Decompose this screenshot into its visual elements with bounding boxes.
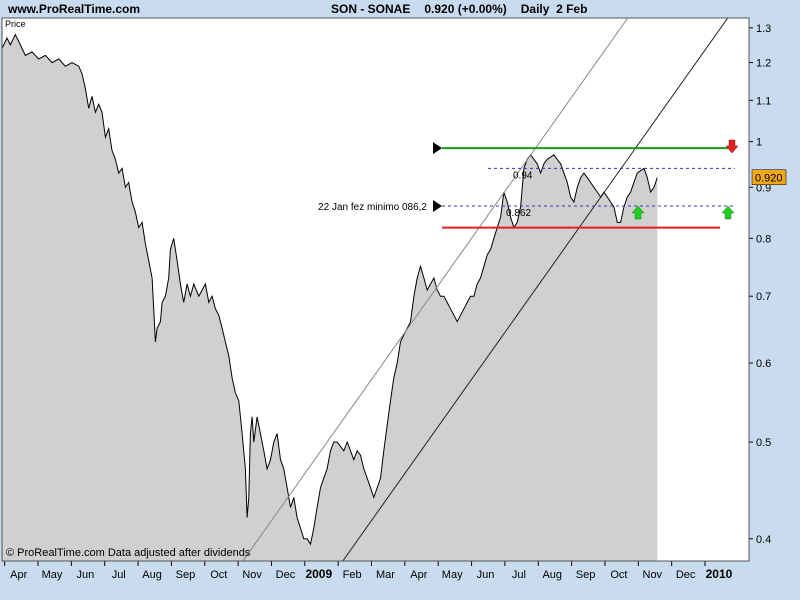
x-tick-label-12: Apr <box>410 569 427 581</box>
symbol-label: SON - SONAE <box>331 2 411 16</box>
x-tick-label-2: Jun <box>76 569 94 581</box>
x-tick-label-4: Aug <box>142 569 162 581</box>
y-tick-label-2: 1.1 <box>756 95 771 107</box>
upper-trend-line <box>242 18 629 561</box>
annotation-text-0: 22 Jan fez minimo 086,2 <box>318 202 427 213</box>
y-tick-label-7: 0.6 <box>756 358 771 370</box>
plot-border <box>1 17 750 562</box>
x-tick-label-14: Jun <box>477 569 495 581</box>
price-change-label: 0.920 (+0.00%) <box>424 2 507 16</box>
last-price-label: 0.920 <box>755 173 783 185</box>
line-marker-triangle-0 <box>433 142 442 155</box>
up-arrow-2 <box>721 205 735 220</box>
x-tick-label-13: May <box>442 569 463 581</box>
x-tick-label-1: May <box>42 569 63 581</box>
top-bar: www.ProRealTime.com SON - SONAE 0.920 (+0… <box>0 0 800 18</box>
y-tick-label-1: 1.2 <box>756 58 771 70</box>
x-tick-label-0: Apr <box>10 569 27 581</box>
x-tick-label-7: Nov <box>242 569 262 581</box>
x-tick-label-8: Dec <box>276 569 296 581</box>
price-panel-label: Price <box>5 19 26 29</box>
y-tick-label-4: 0.9 <box>756 182 771 194</box>
x-tick-label-15: Jul <box>512 569 526 581</box>
x-tick-label-10: Feb <box>343 569 362 581</box>
y-tick-label-6: 0.7 <box>756 291 771 303</box>
x-tick-label-21: 2010 <box>706 567 733 581</box>
x-tick-label-20: Dec <box>676 569 696 581</box>
chart-header: SON - SONAE 0.920 (+0.00%) Daily 2 Feb <box>331 2 601 16</box>
price-line <box>1 33 658 546</box>
y-tick-label-5: 0.8 <box>756 233 771 245</box>
x-tick-label-6: Oct <box>210 569 227 581</box>
x-tick-label-5: Sep <box>176 569 196 581</box>
period-label: Daily 2 Feb <box>520 2 588 16</box>
up-arrow-1 <box>631 205 645 220</box>
y-tick-label-9: 0.4 <box>756 534 771 546</box>
horizontal-line-label-2: 0.862 <box>506 208 531 219</box>
site-name[interactable]: www.ProRealTime.com <box>8 2 141 16</box>
y-tick-label-0: 1.3 <box>756 23 771 35</box>
lower-trend-line <box>342 18 729 561</box>
x-tick-label-9: 2009 <box>305 567 332 581</box>
x-tick-label-17: Sep <box>576 569 596 581</box>
x-tick-label-19: Nov <box>643 569 663 581</box>
y-tick-label-3: 1 <box>756 137 762 149</box>
price-area-fill <box>2 34 658 562</box>
x-tick-label-11: Mar <box>376 569 395 581</box>
x-tick-label-16: Aug <box>542 569 562 581</box>
x-tick-label-18: Oct <box>610 569 627 581</box>
line-marker-triangle-1 <box>433 199 442 212</box>
y-tick-label-8: 0.5 <box>756 437 771 449</box>
x-tick-label-3: Jul <box>112 569 126 581</box>
credit-text: © ProRealTime.com Data adjusted after di… <box>6 547 251 559</box>
last-price-box <box>751 169 787 185</box>
horizontal-line-label-1: 0.94 <box>513 170 533 181</box>
down-arrow <box>725 139 739 154</box>
